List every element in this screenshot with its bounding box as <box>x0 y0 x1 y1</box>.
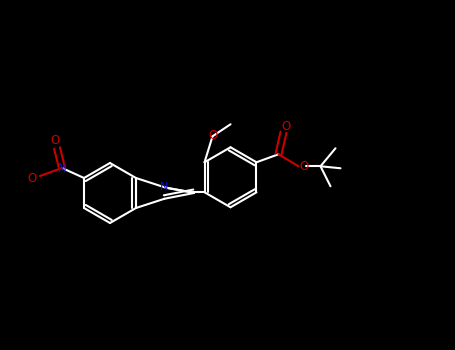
Text: O: O <box>27 172 37 184</box>
Text: N: N <box>58 161 66 175</box>
Text: O: O <box>300 160 309 173</box>
Text: O: O <box>51 134 60 147</box>
Text: O: O <box>208 129 217 142</box>
Text: N: N <box>160 182 169 192</box>
Text: O: O <box>282 120 291 133</box>
